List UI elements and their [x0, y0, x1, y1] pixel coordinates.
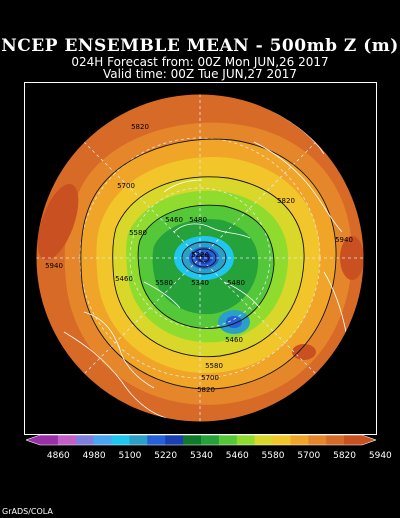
contour-label: 5460 — [225, 336, 243, 344]
colorbar-left-arrow — [26, 435, 40, 445]
colorbar-swatch — [344, 435, 363, 445]
chart-title: NCEP ENSEMBLE MEAN - 500mb Z (m) — [1, 36, 399, 56]
colorbar-tick-label: 4980 — [82, 451, 106, 461]
colorbar-swatch — [326, 435, 345, 445]
colorbar — [26, 434, 376, 446]
colorbar-swatch — [236, 435, 256, 445]
contour-label: 5820 — [131, 123, 149, 131]
contour-label: 5580 — [205, 362, 223, 370]
colorbar-swatch — [93, 435, 113, 445]
colorbar-tick-label: 5580 — [261, 451, 285, 461]
contour-label: 5940 — [45, 262, 63, 270]
colorbar-tick-label: 5700 — [297, 451, 321, 461]
contour-label: 5580 — [129, 229, 147, 237]
colorbar-swatch — [201, 435, 220, 445]
colorbar-swatch — [40, 435, 59, 445]
colorbar-tick-label: 5100 — [118, 451, 142, 461]
colorbar-swatch — [57, 435, 77, 445]
colorbar-tick-label: 5940 — [368, 451, 392, 461]
colorbar-swatch — [290, 435, 309, 445]
polar-stereographic-map: 5820 5700 5580 5460 5220 5340 5480 5940 … — [35, 93, 365, 423]
colorbar-swatch — [165, 435, 184, 445]
contour-label: 5820 — [197, 386, 215, 394]
colorbar-swatch — [183, 435, 202, 445]
colorbar-tick-label: 5460 — [225, 451, 249, 461]
credit-text: GrADS/COLA — [2, 507, 53, 516]
contour-label: 5460 — [115, 275, 133, 283]
forecast-line: 024H Forecast from: 00Z Mon JUN,26 2017 — [71, 55, 329, 69]
contour-label: 5480 — [227, 279, 245, 287]
colorbar-tick-label: 5220 — [154, 451, 178, 461]
colorbar-swatch — [75, 435, 95, 445]
colorbar-swatch — [272, 435, 291, 445]
colorbar-tick-label: 5820 — [333, 451, 357, 461]
contour-label: 5220 — [191, 251, 209, 259]
valid-time-line: Valid time: 00Z Tue JUN,27 2017 — [102, 67, 298, 81]
colorbar-tick-label: 5340 — [190, 451, 213, 461]
colorbar-swatch — [254, 435, 274, 445]
colorbar-swatch — [308, 435, 327, 445]
colorbar-swatch — [129, 435, 148, 445]
contour-label: 5700 — [201, 374, 219, 382]
contour-label: 5820 — [277, 197, 295, 205]
colorbar-right-arrow — [362, 435, 376, 445]
colorbar-swatch — [147, 435, 166, 445]
contour-label: 5700 — [117, 182, 135, 190]
contour-label: 5340 — [191, 279, 209, 287]
colorbar-tick-label: 4860 — [46, 451, 70, 461]
colorbar-swatch — [111, 435, 130, 445]
map-frame — [24, 82, 377, 435]
contour-label: 5460 — [165, 216, 183, 224]
colorbar-swatch — [218, 435, 238, 445]
contour-label: 5480 — [189, 216, 207, 224]
contour-label: 5940 — [335, 236, 353, 244]
contour-label: 5580 — [155, 279, 173, 287]
